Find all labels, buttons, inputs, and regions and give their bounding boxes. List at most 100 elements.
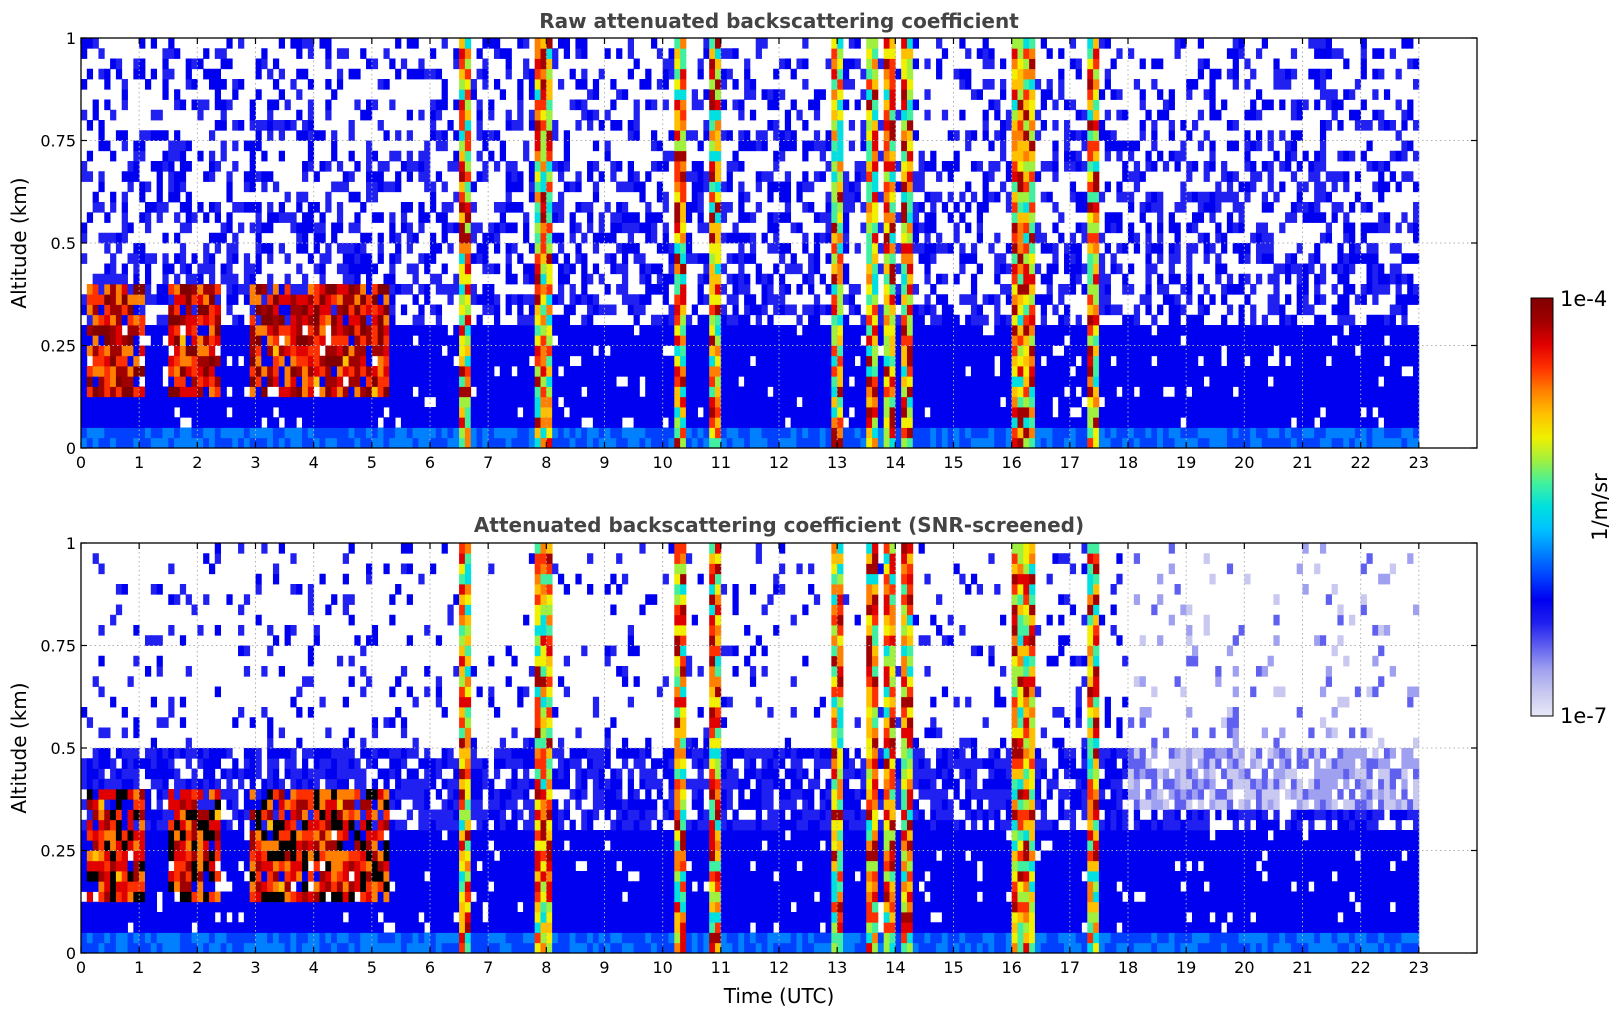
heatmap-cell <box>243 355 251 367</box>
heatmap-cell <box>1128 314 1135 326</box>
heatmap-cell <box>98 345 105 357</box>
heatmap-cell <box>418 335 425 346</box>
heatmap-cell <box>540 407 547 418</box>
heatmap-cell <box>1180 181 1187 193</box>
heatmap-cell <box>476 345 483 357</box>
heatmap-cell <box>1052 222 1059 234</box>
heatmap-cell <box>325 284 332 295</box>
heatmap-cell <box>1203 58 1210 70</box>
heatmap-cell <box>1093 355 1100 367</box>
heatmap-cell <box>307 222 315 234</box>
heatmap-cell <box>662 68 669 80</box>
heatmap-cell <box>575 222 582 234</box>
heatmap-cell <box>825 417 832 428</box>
heatmap-cell <box>278 407 285 418</box>
heatmap-cell <box>1029 437 1036 448</box>
heatmap-cell <box>98 366 105 377</box>
heatmap-cell <box>575 202 582 213</box>
heatmap-cell <box>1215 376 1222 387</box>
heatmap-cell <box>464 212 472 223</box>
heatmap-cell <box>517 99 524 111</box>
heatmap-cell <box>395 150 402 162</box>
heatmap-cell <box>127 366 134 377</box>
heatmap-cell <box>790 140 797 152</box>
heatmap-cell <box>1069 161 1077 172</box>
heatmap-cell <box>290 437 297 448</box>
heatmap-cell <box>133 335 140 346</box>
heatmap-cell <box>703 222 710 234</box>
heatmap-cell <box>738 232 745 244</box>
heatmap-cell <box>767 437 774 448</box>
heatmap-cell <box>1011 171 1018 182</box>
heatmap-cell <box>395 386 402 398</box>
heatmap-cell <box>901 202 908 213</box>
heatmap-cell <box>1023 161 1030 172</box>
heatmap-cell <box>86 304 94 316</box>
heatmap-cell <box>203 243 210 254</box>
heatmap-cell <box>546 150 553 162</box>
heatmap-cell <box>464 181 472 193</box>
heatmap-cell <box>668 48 675 59</box>
heatmap-cell <box>947 396 954 408</box>
heatmap-cell <box>906 325 914 336</box>
heatmap-cell <box>924 355 931 367</box>
heatmap-cell <box>1180 38 1187 49</box>
heatmap-cell <box>1151 263 1158 275</box>
heatmap-cell <box>92 304 99 316</box>
heatmap-cell <box>970 304 978 316</box>
heatmap-cell <box>1000 366 1007 377</box>
heatmap-cell <box>1139 99 1146 111</box>
heatmap-cell <box>563 253 570 264</box>
heatmap-cell <box>1023 181 1030 193</box>
heatmap-cell <box>808 427 815 439</box>
heatmap-cell <box>1215 386 1222 398</box>
heatmap-cell <box>313 243 320 254</box>
heatmap-cell <box>1017 181 1024 193</box>
heatmap-cell <box>621 437 629 448</box>
heatmap-cell <box>179 314 187 326</box>
heatmap-cell <box>732 79 739 90</box>
heatmap-cell <box>930 427 937 439</box>
heatmap-cell <box>476 171 483 182</box>
heatmap-cell <box>685 202 693 213</box>
heatmap-cell <box>598 345 605 357</box>
heatmap-cell <box>906 314 914 326</box>
heatmap-cell <box>115 273 123 285</box>
heatmap-cell <box>912 407 919 418</box>
heatmap-cell <box>110 427 117 439</box>
heatmap-cell <box>1087 191 1094 203</box>
heatmap-cell <box>883 376 890 387</box>
heatmap-cell <box>872 181 879 193</box>
heatmap-cell <box>272 345 280 357</box>
heatmap-cell <box>540 417 547 428</box>
heatmap-cell <box>872 314 879 326</box>
heatmap-cell <box>1081 161 1088 172</box>
heatmap-cell <box>854 181 861 193</box>
heatmap-cell <box>715 232 722 244</box>
heatmap-cell <box>680 232 687 244</box>
heatmap-cell <box>400 427 408 439</box>
heatmap-cell <box>738 263 745 275</box>
heatmap-cell <box>1017 335 1024 346</box>
heatmap-cell <box>1069 345 1077 357</box>
heatmap-cell <box>837 38 844 49</box>
heatmap-cell <box>872 407 879 418</box>
heatmap-cell <box>1133 314 1141 326</box>
heatmap-cell <box>115 366 123 377</box>
heatmap-cell <box>354 355 361 367</box>
heatmap-cell <box>488 437 495 448</box>
heatmap-cell <box>366 345 373 357</box>
heatmap-cell <box>1011 130 1018 141</box>
heatmap-cell <box>139 68 146 80</box>
heatmap-cell <box>1203 284 1210 295</box>
heatmap-cell <box>249 222 256 234</box>
heatmap-cell <box>110 109 117 121</box>
heatmap-cell <box>1023 120 1030 131</box>
heatmap-cell <box>1104 304 1111 316</box>
heatmap-cell <box>185 161 192 172</box>
heatmap-cell <box>837 130 844 141</box>
heatmap-cell <box>249 120 256 131</box>
heatmap-cell <box>174 232 181 244</box>
heatmap-cell <box>278 427 285 439</box>
heatmap-cell <box>272 427 280 439</box>
